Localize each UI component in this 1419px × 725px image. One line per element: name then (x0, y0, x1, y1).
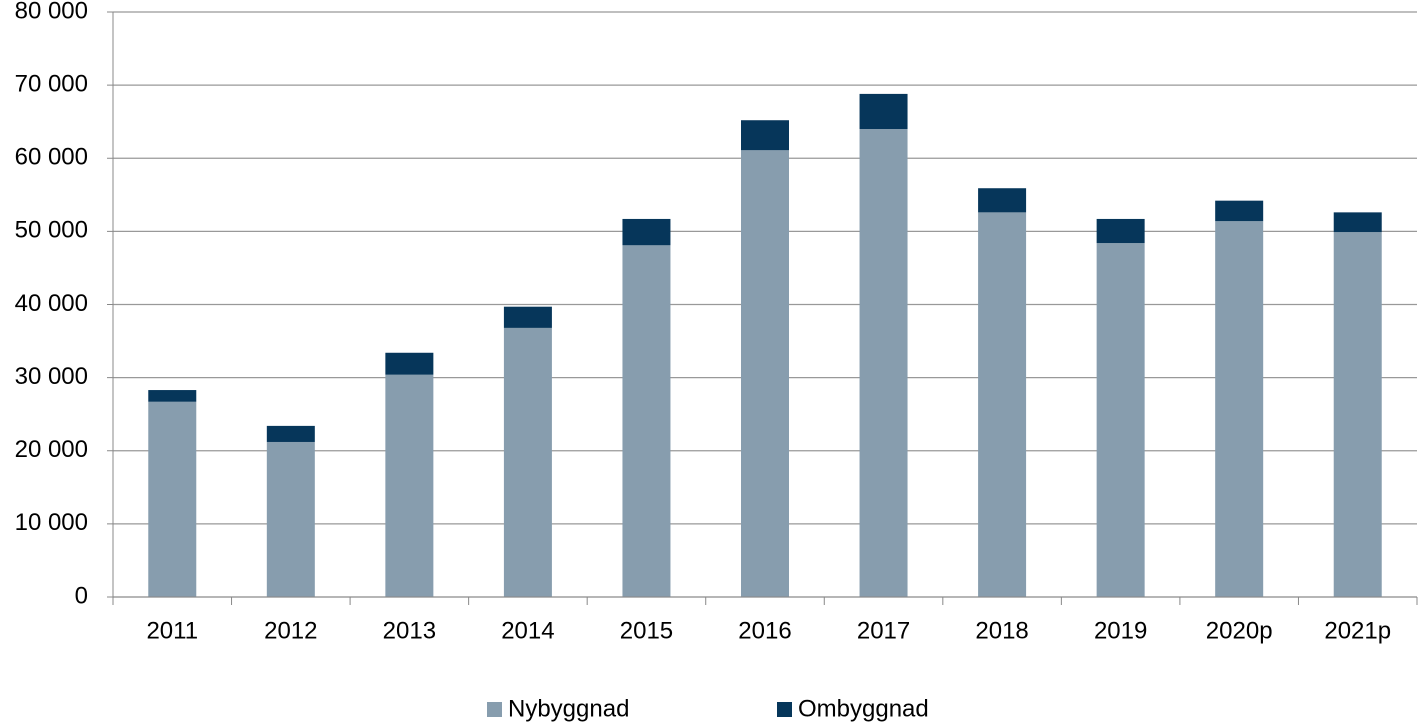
y-tick-label: 80 000 (15, 0, 88, 24)
y-tick-label: 50 000 (15, 217, 88, 244)
x-tick-label: 2014 (501, 617, 554, 644)
y-tick-label: 20 000 (15, 436, 88, 463)
y-tick-label: 40 000 (15, 290, 88, 317)
x-tick-label: 2019 (1094, 617, 1147, 644)
x-tick-label: 2018 (975, 617, 1028, 644)
bar-segment (859, 93, 908, 129)
y-tick-label: 0 (75, 582, 88, 609)
legend-swatch (777, 702, 792, 717)
bar-segment (503, 327, 552, 597)
x-tick-label: 2017 (857, 617, 910, 644)
bar-segment (266, 441, 315, 597)
x-tick-label: 2021p (1324, 617, 1391, 644)
legend-label: Nybyggnad (508, 695, 629, 722)
bar-segment (1215, 200, 1264, 222)
x-tick-label: 2013 (383, 617, 436, 644)
bar-segment (1096, 218, 1145, 244)
x-tick-label: 2011 (146, 617, 198, 644)
bar-segment (741, 150, 789, 598)
x-tick-label: 2012 (264, 617, 317, 644)
bar-segment (385, 374, 434, 597)
bar-segment (1215, 221, 1264, 597)
bar-segment (622, 218, 671, 246)
bar-segment (1333, 212, 1382, 233)
y-tick-label: 60 000 (15, 144, 88, 171)
bar-segment (978, 212, 1027, 598)
legend-swatch (487, 702, 502, 717)
bar-segment (1333, 232, 1382, 597)
x-tick-label: 2016 (738, 617, 791, 644)
x-tick-label: 2015 (620, 617, 673, 644)
bar-segment (622, 245, 671, 598)
legend-label: Ombyggnad (798, 695, 929, 722)
bar-segment (503, 306, 552, 328)
y-tick-label: 30 000 (15, 363, 88, 390)
bar-segment (148, 390, 197, 402)
y-tick-label: 70 000 (15, 70, 88, 97)
bar-segment (741, 120, 789, 151)
bar-segment (1096, 243, 1145, 597)
bar-segment (978, 188, 1027, 213)
y-tick-label: 10 000 (15, 509, 88, 536)
bar-segment (266, 425, 315, 442)
bar-segment (385, 352, 434, 375)
bar-segment (859, 129, 908, 597)
bar-segment (148, 401, 197, 597)
x-tick-label: 2020p (1206, 617, 1273, 644)
